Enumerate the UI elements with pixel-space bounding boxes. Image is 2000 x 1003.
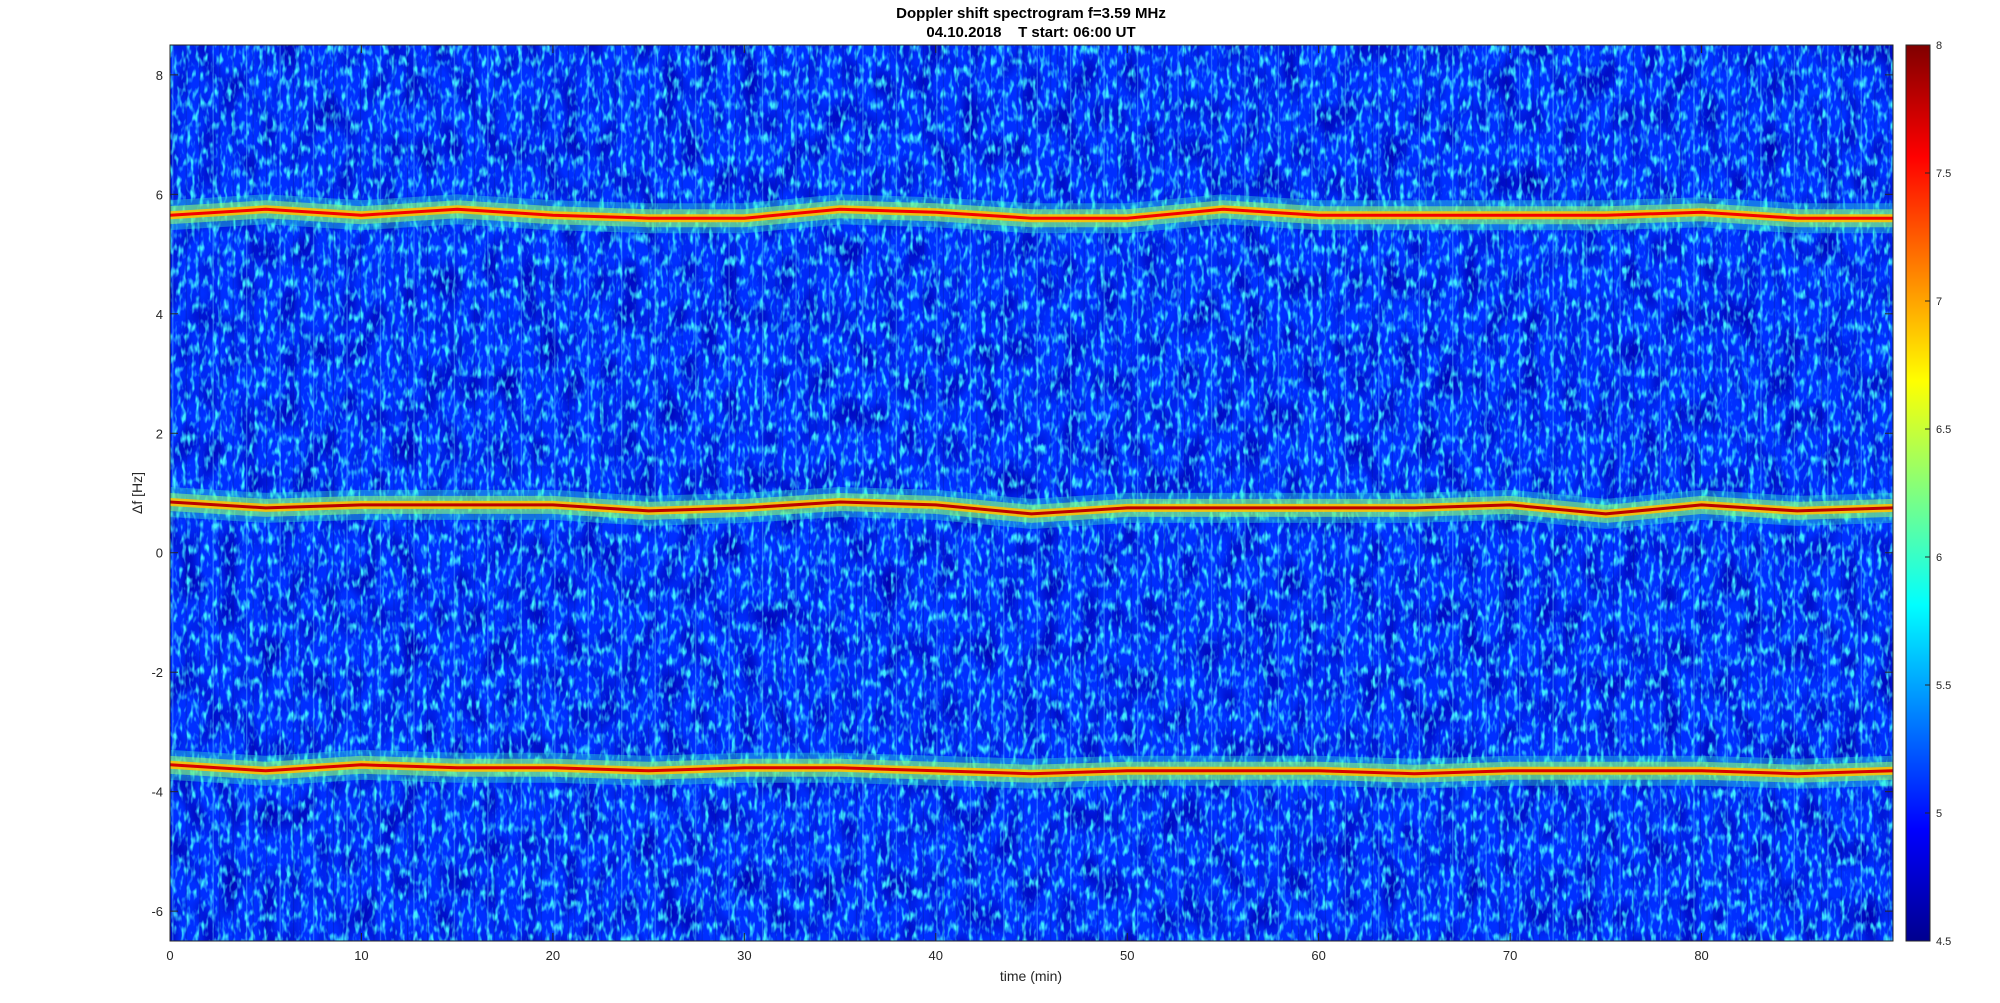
colorbar-tick-label: 5 [1936, 808, 1942, 820]
x-tick-label: 20 [546, 948, 560, 963]
trace-point [360, 763, 363, 766]
chart-subtitle: 04.10.2018 T start: 06:00 UT [926, 24, 1135, 41]
trace-point [1604, 214, 1608, 217]
trace-point [743, 506, 746, 510]
trace-point [551, 214, 555, 217]
y-tick-label: 6 [156, 187, 163, 202]
signal-traces [170, 194, 1893, 789]
colorbar: 4.5 5 5.5 6 6.5 7 7.5 8 [1905, 40, 1951, 948]
trace-point [1126, 769, 1129, 772]
colorbar-ticks: 4.5 5 5.5 6 6.5 7 7.5 8 [1925, 40, 1951, 948]
y-tick-label: -2 [151, 665, 163, 680]
x-tick-label: 10 [354, 948, 368, 963]
trace-point [934, 503, 937, 507]
trace-point [264, 506, 267, 510]
trace-point [1317, 769, 1320, 772]
x-tick-label: 40 [929, 948, 943, 963]
trace-point [455, 208, 459, 211]
trace-point [1604, 769, 1608, 772]
signal-trace-3 [170, 749, 1893, 789]
colorbar-tick-label: 8 [1936, 40, 1942, 52]
trace-point [360, 503, 363, 507]
trace-point [1508, 214, 1512, 217]
trace-point [1126, 506, 1129, 510]
plot-frame [169, 44, 1894, 942]
trace-point [647, 769, 650, 772]
trace-point [551, 766, 555, 769]
trace-point [1317, 506, 1320, 510]
trace-point [743, 766, 746, 769]
trace-point [934, 211, 937, 214]
colorbar-gradient [1905, 44, 1931, 942]
x-axis-label: time (min) [1000, 968, 1062, 984]
plot-area [170, 45, 1893, 941]
trace-point [1413, 772, 1416, 775]
trace-point [1221, 208, 1225, 211]
trace-point [647, 217, 650, 220]
spectrogram-noise [170, 45, 1893, 941]
colorbar-tick-label: 6.5 [1936, 424, 1951, 436]
trace-point [838, 500, 842, 504]
trace-point [1221, 769, 1225, 772]
colorbar-tick-label: 7 [1936, 296, 1942, 308]
trace-point [455, 766, 459, 769]
trace-point [1700, 503, 1703, 507]
trace-point [1030, 512, 1033, 516]
colorbar-tick-label: 5.5 [1936, 680, 1951, 692]
trace-point [1796, 217, 1799, 220]
trace-point [838, 208, 842, 211]
trace-point [264, 769, 267, 772]
x-tick-label: 70 [1503, 948, 1517, 963]
y-tick-label: 4 [156, 307, 163, 322]
y-tick-label: -6 [151, 904, 163, 919]
trace-point [264, 208, 267, 211]
trace-point [1700, 211, 1703, 214]
trace-point [934, 769, 937, 772]
trace-point [1413, 506, 1416, 510]
trace-point [1700, 769, 1703, 772]
y-tick-label: 8 [156, 68, 163, 83]
trace-point [838, 766, 842, 769]
trace-point [1508, 503, 1512, 507]
x-tick-label: 80 [1694, 948, 1708, 963]
chart-title: Doppler shift spectrogram f=3.59 MHz [896, 5, 1166, 22]
scan-stripes [172, 45, 1889, 941]
x-tick-label: 0 [166, 948, 173, 963]
trace-point [1126, 217, 1129, 220]
trace-point [1796, 772, 1799, 775]
trace-point [1413, 214, 1416, 217]
trace-point [1796, 509, 1799, 513]
colorbar-tick-label: 6 [1936, 552, 1942, 564]
trace-point [647, 509, 650, 513]
y-tick-label: 0 [156, 546, 163, 561]
trace-point [1604, 512, 1608, 516]
y-axis: -6 -4 -2 0 2 4 6 8 [151, 68, 1893, 919]
y-tick-label: -4 [151, 785, 163, 800]
trace-point [1508, 769, 1512, 772]
signal-trace-2 [170, 486, 1893, 529]
x-tick-label: 60 [1311, 948, 1325, 963]
y-tick-label: 2 [156, 426, 163, 441]
colorbar-tick-label: 7.5 [1936, 168, 1951, 180]
x-tick-label: 50 [1120, 948, 1134, 963]
trace-point [360, 214, 363, 217]
trace-point [1030, 772, 1033, 775]
x-axis: 0 10 20 30 40 50 60 70 80 [166, 45, 1709, 963]
trace-point [551, 503, 555, 507]
y-axis-label: Δf [Hz] [129, 472, 145, 514]
trace-point [455, 503, 459, 507]
trace-point [1221, 506, 1225, 510]
trace-point [743, 217, 746, 220]
signal-trace-1 [170, 194, 1893, 234]
trace-point [1317, 214, 1320, 217]
trace-point [1030, 217, 1033, 220]
x-tick-label: 30 [737, 948, 751, 963]
colorbar-tick-label: 4.5 [1936, 936, 1951, 948]
